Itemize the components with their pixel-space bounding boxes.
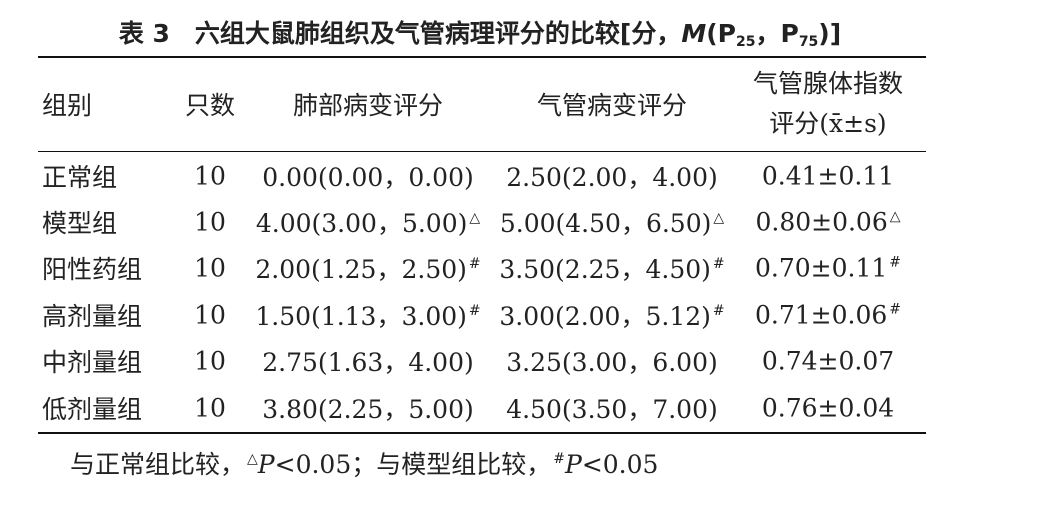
significance-mark: # <box>712 256 725 272</box>
italic-text: P <box>564 450 582 479</box>
cell: 正常组 <box>42 163 118 192</box>
significance-mark: △ <box>713 210 725 226</box>
cell: 2.00(1.25，2.50) # <box>255 250 480 286</box>
cell: 4.00(3.00，5.00) △ <box>256 204 480 240</box>
text: 与正常组比较， <box>70 450 246 479</box>
significance-mark: # <box>889 301 902 318</box>
subscript: 75 <box>798 34 819 50</box>
cell: 模型组 <box>42 209 118 238</box>
cell-text: 5.00(4.50，6.50) <box>499 209 712 238</box>
cell-text: 0.71±0.06 <box>754 300 888 330</box>
cell: 3.00(2.00，5.12) # <box>499 297 724 333</box>
significance-mark: △ <box>469 210 481 226</box>
cell: 3.50(2.25，4.50) # <box>499 250 724 286</box>
subscript: 25 <box>736 34 756 50</box>
italic-text: M <box>681 19 707 48</box>
significance-mark: # <box>468 256 481 272</box>
cell: 阳性药组 <box>42 255 143 284</box>
cell: 2.50(2.00，4.00) <box>506 163 718 192</box>
cell: 0.41±0.11 <box>761 161 895 191</box>
cell: 10 <box>194 161 226 191</box>
text: ，P <box>755 19 799 48</box>
header-cell: 肺部病变评分 <box>292 91 444 120</box>
cell: 10 <box>194 207 226 237</box>
cell: 0.74±0.07 <box>761 346 895 376</box>
header-cell: 气管病变评分 <box>536 91 688 120</box>
cell-text: 0.80±0.06 <box>755 207 888 237</box>
significance-mark: # <box>468 303 481 319</box>
text: <0.05 <box>581 450 659 479</box>
superscript: # <box>553 451 565 467</box>
table-title: 表 3 六组大鼠肺组织及气管病理评分的比较[分，M(P25，P75)] <box>0 14 960 50</box>
cell: 10 <box>194 300 226 330</box>
cell: 10 <box>194 346 226 376</box>
cell: 0.80±0.06 △ <box>755 208 900 237</box>
header-cell: 只数 <box>184 91 236 120</box>
text: (P <box>706 19 736 48</box>
significance-mark: △ <box>889 208 901 225</box>
cell: 3.80(2.25，5.00) <box>262 395 474 424</box>
cell: 3.25(3.00，6.00) <box>506 348 718 377</box>
top-rule <box>38 56 926 58</box>
italic-text: P <box>257 450 275 479</box>
cell-text: 1.50(1.13，3.00) <box>255 302 467 331</box>
cell-text: 2.00(1.25，2.50) <box>255 255 467 284</box>
header-rule <box>38 151 926 152</box>
text: )] <box>818 19 842 48</box>
cell: 2.75(1.63，4.00) <box>262 348 474 377</box>
cell: 中剂量组 <box>42 348 143 377</box>
footnote: 与正常组比较， △P<0.05；与模型组比较， #P<0.05 <box>70 445 658 481</box>
cell-text: 3.00(2.00，5.12) <box>499 302 711 331</box>
superscript: △ <box>247 451 258 467</box>
significance-mark: # <box>712 303 725 319</box>
header-cell: 气管腺体指数 评分(x̄±s) <box>753 64 903 144</box>
cell-text: 0.70±0.11 <box>754 253 888 283</box>
cell: 0.00(0.00，0.00) <box>262 163 474 192</box>
cell-text: 4.00(3.00，5.00) <box>255 209 468 238</box>
cell-text: 3.50(2.25，4.50) <box>499 255 711 284</box>
cell: 高剂量组 <box>42 302 143 331</box>
header-line: 气管腺体指数 <box>752 69 904 98</box>
cell: 0.70±0.11 # <box>755 254 901 283</box>
header-line: 评分(x̄±s) <box>769 109 887 138</box>
cell: 5.00(4.50，6.50) △ <box>500 204 724 240</box>
cell: 0.76±0.04 <box>761 393 895 423</box>
significance-mark: # <box>889 254 902 271</box>
cell: 10 <box>194 253 226 283</box>
cell: 低剂量组 <box>42 395 143 424</box>
cell: 10 <box>194 393 226 423</box>
cell: 1.50(1.13，3.00) # <box>255 297 480 333</box>
bottom-rule <box>38 432 926 434</box>
cell: 0.71±0.06 # <box>755 301 901 330</box>
cell: 4.50(3.50，7.00) <box>506 395 718 424</box>
text: 表 3 六组大鼠肺组织及气管病理评分的比较[分， <box>118 19 682 48</box>
text: <0.05；与模型组比较， <box>274 450 552 479</box>
header-cell: 组别 <box>42 91 93 120</box>
